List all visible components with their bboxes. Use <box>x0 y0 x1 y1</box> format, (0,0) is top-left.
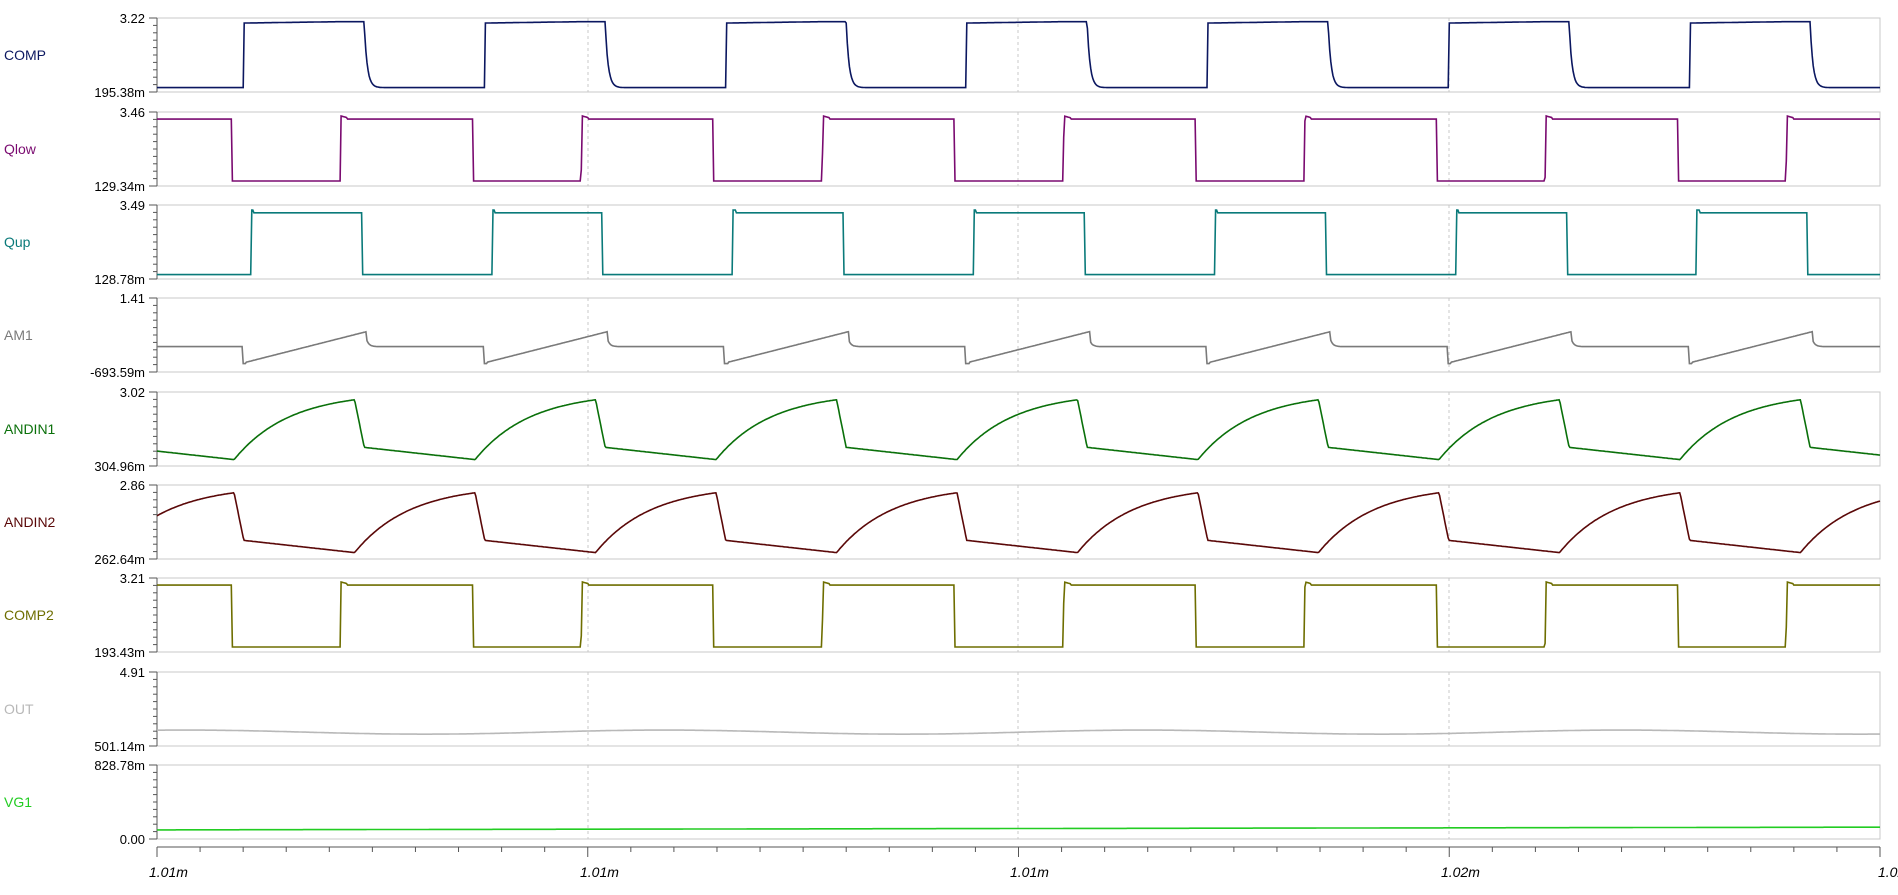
y-max-label: 2.86 <box>120 478 145 493</box>
y-max-label: 4.91 <box>120 665 145 680</box>
y-min-label: 304.96m <box>94 459 145 474</box>
x-tick-label: 1.01m <box>149 864 188 880</box>
y-min-label: -693.59m <box>90 365 145 380</box>
series-line-andin1 <box>156 398 1881 461</box>
y-min-label: 262.64m <box>94 552 145 567</box>
y-max-label: 828.78m <box>94 758 145 773</box>
y-min-label: 193.43m <box>94 645 145 660</box>
series-line-qup <box>157 209 1880 276</box>
panel-am1: 1.41 -693.59m AM1 <box>4 291 1881 380</box>
panel-out: 4.91 501.14m OUT <box>4 665 1881 754</box>
signal-panels: 3.22 195.38m COMP 3.46 129.34m Qlow 3.49 128.78… <box>4 11 1881 847</box>
series-line-comp <box>157 20 1880 89</box>
y-max-label: 3.22 <box>120 11 145 26</box>
series-line-am1 <box>157 330 1880 365</box>
series-line-qlow <box>157 114 1880 182</box>
y-min-label: 0.00 <box>120 832 145 847</box>
x-axis: 1.01m 1.01m 1.01m 1.02m 1.02 <box>149 846 1898 880</box>
series-line-andin2 <box>156 491 1881 554</box>
y-min-label: 128.78m <box>94 272 145 287</box>
x-tick-label: 1.01m <box>580 864 619 880</box>
series-label: OUT <box>4 701 34 717</box>
y-min-label: 195.38m <box>94 85 145 100</box>
y-min-label: 501.14m <box>94 739 145 754</box>
y-min-label: 129.34m <box>94 179 145 194</box>
series-line-vg1 <box>157 826 1880 831</box>
series-label: AM1 <box>4 327 33 343</box>
series-line-out <box>157 729 1880 735</box>
y-max-label: 3.49 <box>120 198 145 213</box>
series-label: Qup <box>4 234 31 250</box>
series-label: COMP <box>4 47 46 63</box>
panel-qlow: 3.46 129.34m Qlow <box>4 105 1881 194</box>
series-label: VG1 <box>4 794 32 810</box>
y-max-label: 3.21 <box>120 571 145 586</box>
x-tick-label: 1.02m <box>1441 864 1480 880</box>
y-max-label: 3.46 <box>120 105 145 120</box>
panel-comp2: 3.21 193.43m COMP2 <box>4 571 1881 660</box>
series-label: Qlow <box>4 141 37 157</box>
panel-vg1: 828.78m 0.00 VG1 <box>4 758 1881 847</box>
x-tick-label: 1.02 <box>1878 864 1898 880</box>
series-line-comp2 <box>157 580 1880 648</box>
series-label: COMP2 <box>4 607 54 623</box>
y-max-label: 1.41 <box>120 291 145 306</box>
series-label: ANDIN1 <box>4 421 56 437</box>
panel-qup: 3.49 128.78m Qup <box>4 198 1881 287</box>
series-label: ANDIN2 <box>4 514 56 530</box>
panel-comp: 3.22 195.38m COMP <box>4 11 1881 100</box>
x-tick-label: 1.01m <box>1010 864 1049 880</box>
panel-andin2: 2.86 262.64m ANDIN2 <box>4 478 1881 567</box>
y-max-label: 3.02 <box>120 385 145 400</box>
panel-andin1: 3.02 304.96m ANDIN1 <box>4 385 1881 474</box>
